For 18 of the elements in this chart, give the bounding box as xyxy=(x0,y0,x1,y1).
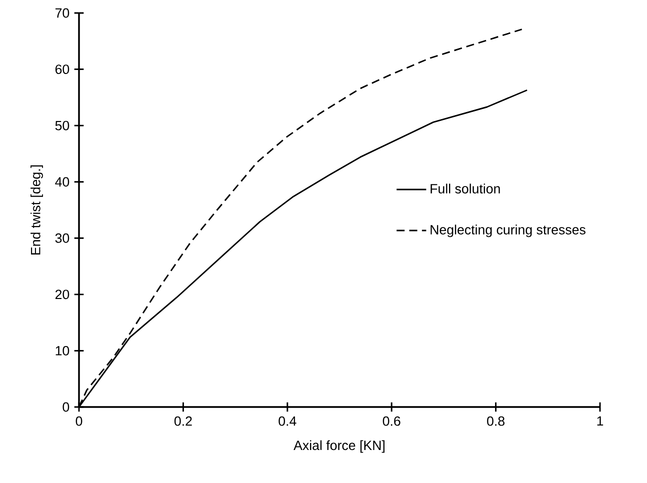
y-tick-label: 70 xyxy=(55,8,70,18)
x-tick-label: 0.8 xyxy=(487,416,504,426)
legend-label: Neglecting curing stresses xyxy=(430,224,586,238)
x-tick-label: 0.6 xyxy=(382,416,400,426)
y-tick-label: 20 xyxy=(55,290,70,300)
y-tick-label: 0 xyxy=(62,402,70,412)
x-tick-label: 1 xyxy=(597,416,604,426)
x-tick-label: 0.4 xyxy=(278,416,296,426)
legend-label: Full solution xyxy=(430,184,500,194)
y-axis-title: End twist [deg.] xyxy=(30,165,43,254)
y-tick-label: 30 xyxy=(55,233,70,243)
y-tick-label: 60 xyxy=(55,64,70,74)
y-tick-label: 50 xyxy=(55,120,70,130)
y-tick-label: 40 xyxy=(55,177,70,187)
x-axis-title: Axial force [KN] xyxy=(294,440,384,453)
x-tick-label: 0 xyxy=(76,416,82,426)
y-tick-label: 10 xyxy=(56,346,70,356)
x-tick-label: 0.2 xyxy=(174,416,192,426)
